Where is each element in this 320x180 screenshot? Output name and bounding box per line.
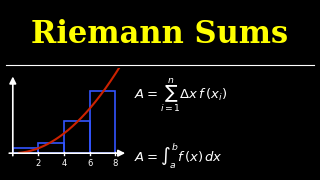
Text: 6: 6 [87, 159, 92, 168]
Text: Riemann Sums: Riemann Sums [31, 19, 289, 50]
Bar [13, 148, 38, 153]
Text: 2: 2 [36, 159, 41, 168]
Text: 4: 4 [61, 159, 67, 168]
Bar [64, 121, 90, 153]
Text: $A = \sum_{i=1}^{n} \Delta x\, f\,(x_i)$: $A = \sum_{i=1}^{n} \Delta x\, f\,(x_i)$ [134, 77, 228, 115]
Bar [90, 91, 115, 153]
Bar [38, 143, 64, 153]
Text: 8: 8 [113, 159, 118, 168]
Text: $A = \int_{a}^{b} f\,(x)\, dx$: $A = \int_{a}^{b} f\,(x)\, dx$ [134, 141, 223, 170]
